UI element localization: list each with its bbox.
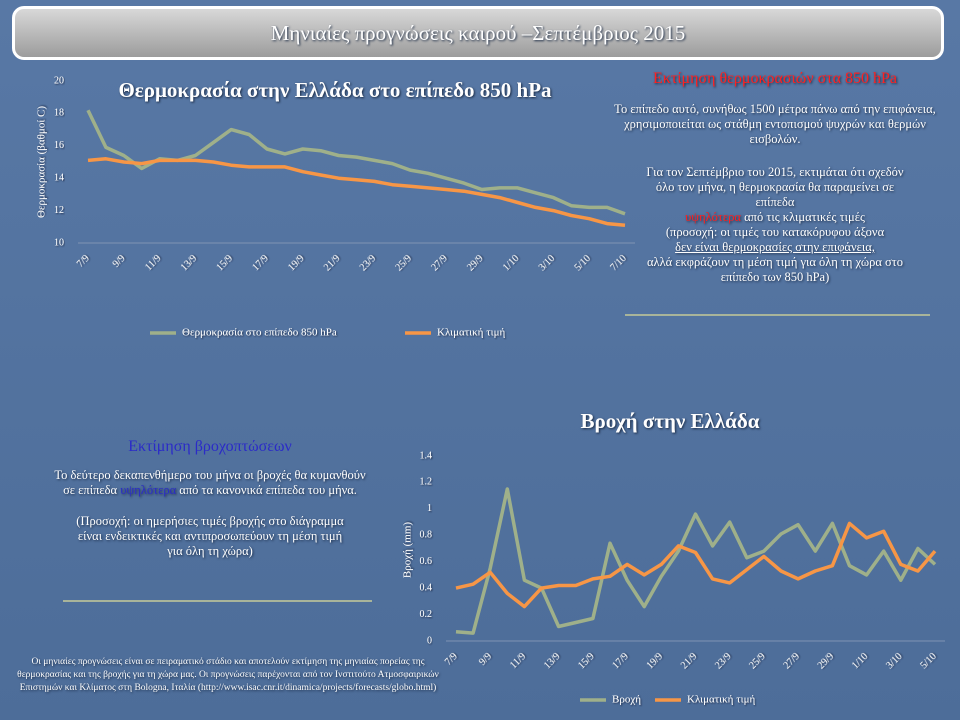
- x-tick-label: 9/9: [111, 253, 128, 270]
- y-tick-label: 0.2: [420, 609, 433, 620]
- text: από τα κανονικά επίπεδα του μήνα.: [179, 483, 357, 497]
- y-axis-title: Θερμοκρασία (βαθμοί C): [36, 106, 48, 218]
- x-tick-label: 21/9: [322, 253, 342, 273]
- x-tick-label: 19/9: [286, 253, 306, 273]
- footer: Οι μηνιαίες προγνώσεις είναι σε πειραματ…: [17, 657, 439, 693]
- x-tick-label: 19/9: [645, 651, 665, 671]
- x-tick-label: 13/9: [179, 253, 199, 273]
- header-title: Μηνιαίες προγνώσεις καιρού –Σεπτέμβριος …: [12, 6, 944, 60]
- x-tick-label: 25/9: [747, 651, 767, 671]
- y-tick-label: 16: [54, 140, 64, 151]
- x-tick-label: 1/10: [850, 651, 870, 671]
- y-tick-label: 14: [54, 172, 64, 183]
- x-tick-label: 27/9: [782, 651, 802, 671]
- x-tick-label: 23/9: [713, 651, 733, 671]
- x-tick-label: 15/9: [576, 651, 596, 671]
- x-tick-label: 3/10: [884, 651, 904, 671]
- text: αλλά εκφράζουν τη μέση τιμή για όλη τη χ…: [646, 255, 904, 284]
- y-tick-label: 0.8: [420, 530, 433, 541]
- x-tick-label: 15/9: [215, 253, 235, 273]
- y-tick-label: 0.4: [420, 582, 433, 593]
- x-tick-label: 7/9: [75, 253, 92, 270]
- series-line: [455, 521, 937, 609]
- x-tick-label: 27/9: [429, 253, 449, 273]
- legend-label: Κλιματική τιμή: [437, 327, 505, 339]
- text: Για τον Σεπτέμβριο του 2015, εκτιμάται ό…: [646, 165, 904, 209]
- chart-title: Θερμοκρασία στην Ελλάδα στο επίπεδο 850 …: [118, 78, 552, 102]
- text: (προσοχή: οι τιμές του κατακόρυφου άξονα: [665, 225, 885, 239]
- rain-text: Εκτίμηση βροχοπτώσεων Το δεύτερο δεκαπεν…: [20, 438, 400, 559]
- y-tick-label: 20: [54, 75, 64, 86]
- x-tick-label: 3/10: [537, 253, 557, 273]
- highlight: υψηλότερα: [120, 483, 177, 497]
- x-tick-label: 11/9: [143, 253, 163, 273]
- series-line: [455, 487, 937, 635]
- x-tick-label: 29/9: [816, 651, 836, 671]
- chart-title: Βροχή στην Ελλάδα: [580, 409, 760, 433]
- x-tick-label: 23/9: [358, 253, 378, 273]
- x-tick-label: 9/9: [477, 651, 494, 668]
- y-tick-label: 1.2: [420, 477, 433, 488]
- paragraph: Το επίπεδο αυτό, συνήθως 1500 μέτρα πάνω…: [614, 102, 936, 146]
- paragraph: Το δεύτερο δεκαπενθήμερο του μήνα οι βρο…: [50, 468, 370, 498]
- x-tick-label: 29/9: [465, 253, 485, 273]
- x-tick-label: 17/9: [610, 651, 630, 671]
- x-tick-label: 11/9: [508, 651, 528, 671]
- y-axis-title: Βροχή (mm): [402, 522, 414, 578]
- paragraph: (Προσοχή: οι ημερήσιες τιμές βροχής στο …: [76, 514, 344, 558]
- x-tick-label: 17/9: [250, 253, 270, 273]
- y-tick-label: 1.4: [420, 450, 433, 461]
- x-tick-label: 21/9: [679, 651, 699, 671]
- text: δεν είναι θερμοκρασίες στην επιφάνεια,: [675, 240, 875, 254]
- y-tick-label: 0: [427, 635, 432, 646]
- y-tick-label: 0.6: [420, 556, 433, 567]
- y-tick-label: 1: [427, 503, 432, 514]
- legend-label: Βροχή: [612, 694, 641, 706]
- heading: Εκτίμηση βροχοπτώσεων: [128, 438, 292, 455]
- y-tick-label: 10: [54, 237, 64, 248]
- x-tick-label: 1/10: [501, 253, 521, 273]
- x-tick-label: 5/10: [573, 253, 593, 273]
- x-tick-label: 13/9: [542, 651, 562, 671]
- temperature-text: Εκτίμηση θερμοκρασιών στα 850 hPa Το επί…: [600, 70, 950, 285]
- paragraph: Για τον Σεπτέμβριο του 2015, εκτιμάται ό…: [636, 165, 914, 285]
- x-tick-label: 5/10: [918, 651, 938, 671]
- series-line: [87, 157, 626, 227]
- text: Το δεύτερο δεκαπενθήμερο του μήνα οι βρο…: [54, 468, 366, 497]
- x-tick-label: 25/9: [394, 253, 414, 273]
- y-tick-label: 18: [54, 108, 64, 119]
- legend-label: Κλιματική τιμή: [687, 694, 755, 706]
- heading: Εκτίμηση θερμοκρασιών στα 850 hPa: [652, 70, 897, 87]
- y-tick-label: 12: [54, 205, 64, 216]
- text: από τις κλιματικές τιμές: [744, 210, 865, 224]
- legend-label: Θερμοκρασία στο επίπεδο 850 hPa: [182, 327, 337, 339]
- highlight: υψηλότερα: [685, 210, 741, 224]
